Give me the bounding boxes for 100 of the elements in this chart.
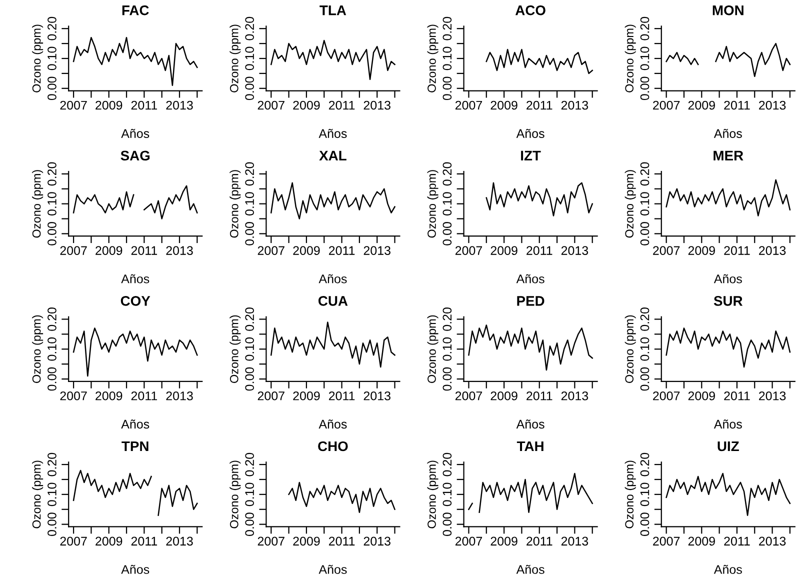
x-axis-title: Años: [121, 274, 150, 284]
line-series: [666, 179, 791, 216]
y-tick-label: 0.00: [442, 367, 452, 391]
x-tick-label: 2013: [759, 246, 786, 255]
y-tick-label: 0.10: [640, 46, 650, 70]
chart-title: MER: [714, 150, 744, 160]
x-tick-label: 2009: [490, 100, 518, 110]
x-tick-label: 2009: [96, 536, 122, 546]
y-axis-title: Ozono (ppm): [32, 170, 44, 238]
y-tick-label: 0.20: [442, 162, 452, 186]
y-tick-label: 0.20: [245, 162, 254, 186]
x-tick-label: 2009: [688, 246, 715, 255]
y-tick-label: 0.10: [442, 46, 452, 70]
x-tick-label: 2009: [96, 246, 122, 255]
chart-title: TLA: [320, 6, 346, 16]
line-series: [270, 182, 396, 220]
y-axis-title: Ozono (ppm): [230, 170, 241, 238]
x-axis-title: Años: [714, 564, 742, 574]
x-tick-label: 2011: [526, 536, 552, 546]
x-axis-title: Años: [318, 274, 347, 284]
x-axis-title: Años: [516, 128, 544, 138]
y-tick-label: 0.00: [48, 222, 56, 246]
y-tick-label: 0.10: [442, 192, 452, 216]
y-tick-label: 0.10: [48, 482, 56, 506]
y-tick-label: 0.20: [245, 308, 254, 331]
y-tick-label: 0.20: [442, 308, 452, 331]
y-axis-title: Ozono (ppm): [624, 24, 636, 92]
x-tick-label: 2011: [724, 536, 750, 546]
x-tick-label: 2013: [759, 391, 786, 400]
x-tick-label: 2011: [724, 100, 750, 110]
y-tick-label: 0.10: [442, 482, 452, 506]
x-tick-label: 2007: [455, 100, 482, 110]
line-series: [666, 472, 791, 516]
x-tick-label: 2011: [526, 246, 552, 255]
y-axis-title: Ozono (ppm): [32, 315, 44, 383]
chart-title: XAL: [319, 150, 346, 160]
x-axis-title: Años: [121, 564, 150, 574]
x-tick-label: 2013: [166, 100, 193, 110]
x-tick-label: 2007: [258, 246, 284, 255]
y-axis-title: Ozono (ppm): [427, 460, 438, 528]
y-tick-label: 0.00: [48, 512, 56, 536]
x-tick-label: 2007: [653, 246, 680, 255]
x-tick-label: 2013: [364, 391, 390, 400]
y-axis-title: Ozono (ppm): [624, 170, 636, 238]
chart-title: FAC: [122, 5, 149, 16]
y-tick-label: 0.10: [640, 482, 650, 506]
x-tick-label: 2009: [96, 391, 122, 400]
x-tick-label: 2007: [653, 391, 680, 400]
line-series: [72, 328, 198, 377]
line-series: [468, 324, 593, 371]
x-axis-title: Años: [318, 128, 347, 138]
y-tick-label: 0.00: [442, 76, 452, 100]
y-tick-label: 0.20: [442, 452, 452, 476]
x-tick-label: 2009: [490, 246, 518, 255]
x-tick-label: 2011: [328, 246, 355, 255]
x-tick-label: 2009: [293, 391, 320, 400]
x-tick-label: 2009: [490, 391, 518, 400]
y-tick-label: 0.10: [48, 337, 56, 361]
line-series: [72, 36, 198, 86]
x-tick-label: 2013: [561, 391, 588, 400]
y-tick-label: 0.10: [245, 192, 254, 216]
y-tick-label: 0.20: [442, 16, 452, 40]
x-tick-label: 2007: [258, 391, 284, 400]
y-tick-label: 0.20: [48, 452, 56, 476]
y-tick-label: 0.10: [245, 337, 254, 361]
y-tick-label: 0.00: [640, 367, 650, 391]
x-tick-label: 2007: [258, 536, 284, 546]
x-tick-label: 2007: [653, 100, 680, 110]
x-tick-label: 2013: [364, 100, 390, 110]
chart-title: SAG: [120, 150, 150, 161]
x-tick-label: 2011: [328, 536, 355, 546]
chart-title: TPN: [122, 441, 148, 452]
y-tick-label: 0.20: [640, 452, 650, 476]
x-tick-label: 2009: [293, 100, 320, 110]
chart-title: UIZ: [718, 441, 739, 452]
line-series: [288, 482, 396, 513]
x-tick-label: 2009: [293, 246, 320, 255]
y-tick-label: 0.10: [48, 46, 56, 70]
chart-title: CHO: [318, 441, 348, 452]
x-tick-label: 2011: [526, 391, 552, 400]
chart-title: TAH: [516, 441, 544, 452]
x-tick-label: 2011: [526, 100, 552, 110]
y-axis-title: Ozono (ppm): [32, 24, 44, 92]
x-tick-label: 2007: [455, 391, 482, 400]
y-axis-title: Ozono (ppm): [230, 460, 241, 528]
x-tick-label: 2007: [653, 536, 680, 546]
y-tick-label: 0.10: [48, 192, 56, 216]
y-tick-label: 0.10: [245, 46, 254, 70]
x-tick-label: 2013: [759, 536, 786, 546]
x-tick-label: 2011: [131, 536, 158, 546]
y-tick-label: 0.20: [640, 308, 650, 331]
x-tick-label: 2011: [328, 100, 355, 110]
x-axis-title: Años: [516, 274, 544, 284]
chart-title: PED: [517, 296, 544, 306]
y-tick-label: 0.20: [48, 162, 56, 186]
x-axis-title: Años: [714, 128, 742, 138]
x-tick-label: 2013: [561, 100, 588, 110]
y-tick-label: 0.10: [245, 482, 254, 506]
x-axis-title: Años: [121, 420, 150, 429]
x-tick-label: 2009: [96, 100, 122, 110]
